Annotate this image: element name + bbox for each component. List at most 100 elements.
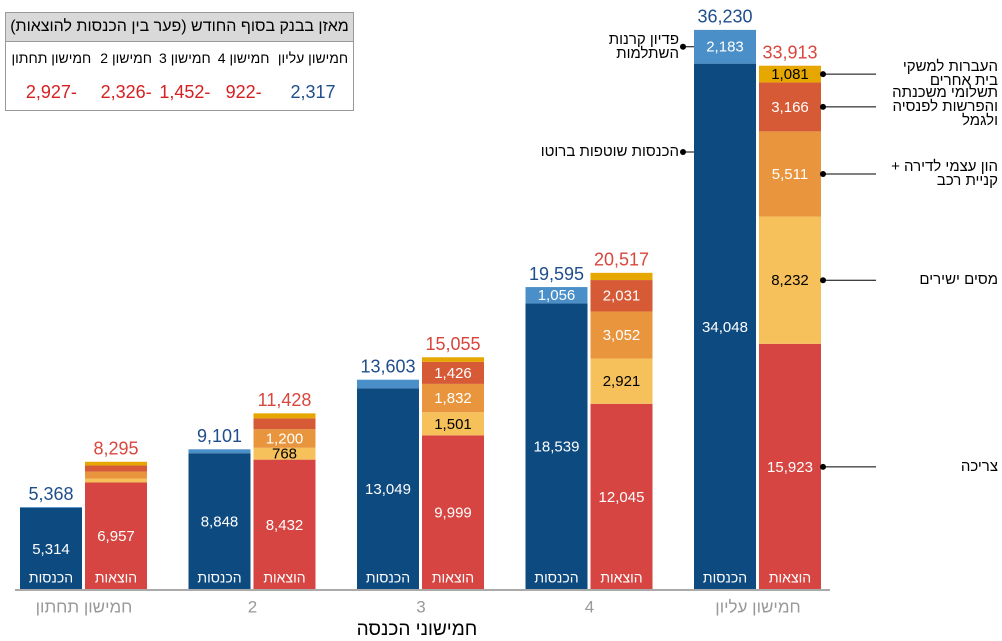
column-header: חמישון 4 <box>217 50 270 66</box>
bar-segment <box>590 358 653 404</box>
segment-label: 8,232 <box>771 272 809 289</box>
total-label: 33,913 <box>762 42 817 62</box>
segment-label: 3,052 <box>603 327 641 344</box>
segment-label: 6,957 <box>97 528 135 545</box>
bar-segment <box>590 403 653 590</box>
column-header: חמישון 2 <box>100 50 152 66</box>
bar-segment <box>253 418 316 430</box>
bar-label: הוצאות <box>432 570 474 586</box>
column-header: חמישון עליון <box>277 50 349 66</box>
bar-segment <box>694 63 756 590</box>
bar-segment <box>590 272 653 281</box>
segment-label: 8,848 <box>201 514 239 531</box>
series-annotation: העברות למשקי בית אחרים <box>902 58 998 90</box>
annotation-dot <box>820 71 826 78</box>
balance-table: מאזן בבנק בסוף החודש (פער בין הכנסות להו… <box>5 12 354 111</box>
bar-segment <box>253 413 316 419</box>
bar-segment <box>422 412 484 436</box>
total-label: 8,295 <box>93 439 138 459</box>
bar-segment <box>85 471 147 479</box>
total-label: 36,230 <box>697 7 752 27</box>
bar-segment <box>20 507 82 508</box>
bar-label: הכנסות <box>534 570 578 586</box>
segment-label: 3,166 <box>771 99 809 116</box>
bar-label: הוצאות <box>95 570 137 586</box>
total-label: 13,603 <box>360 356 415 376</box>
balance-value: -2,326 <box>100 81 152 102</box>
bar-segment <box>759 65 821 83</box>
bar-segment <box>85 461 147 466</box>
bar-segment <box>85 482 147 590</box>
bar-segment <box>253 429 316 448</box>
balance-value: -922 <box>225 81 262 102</box>
column-header: חמישון תחתון <box>11 50 92 66</box>
bar-segment <box>253 447 316 460</box>
total-label: 11,428 <box>258 390 312 410</box>
x-axis-label: חמישוני הכנסה <box>357 619 478 640</box>
bar-label: הכנסות <box>703 570 747 586</box>
series-annotation: הכנסות שוטפות ברוטו <box>540 143 679 160</box>
total-label: 20,517 <box>594 250 649 270</box>
balance-value: 2,317 <box>290 81 336 102</box>
total-label: 9,101 <box>197 426 242 446</box>
annotation-dot <box>820 463 826 470</box>
bar-segment <box>422 383 484 413</box>
bar-segment <box>85 478 147 483</box>
segment-label: 1,501 <box>434 416 472 433</box>
segment-label: 5,511 <box>772 166 808 183</box>
annotation-dot <box>820 170 826 177</box>
bar-segment <box>590 311 653 359</box>
segment-label: 18,539 <box>534 439 580 456</box>
bar-label: הכנסות <box>29 570 73 586</box>
segment-label: 34,048 <box>702 319 748 336</box>
balance-value: -1,452 <box>159 81 211 102</box>
bar-segment <box>759 216 821 344</box>
segment-label: 2,921 <box>603 373 641 390</box>
segment-label: 9,999 <box>434 505 472 522</box>
segment-label: 15,923 <box>767 459 813 476</box>
total-label: 15,055 <box>425 334 480 354</box>
bar-segment <box>357 379 419 389</box>
series-annotation: מסים ישירים <box>919 271 998 289</box>
segment-label: 12,045 <box>599 489 645 506</box>
bar-label: הוצאות <box>263 570 305 586</box>
x-tick-label: 3 <box>416 597 425 616</box>
annotation-dot <box>820 277 826 284</box>
segment-label: 1,200 <box>266 430 304 447</box>
total-label: 19,595 <box>529 264 584 284</box>
annotation-dot <box>820 103 826 110</box>
bar-segment <box>694 29 756 64</box>
segment-label: 1,081 <box>771 66 809 83</box>
segment-label: 768 <box>272 446 297 463</box>
segment-label: 2,183 <box>706 39 744 56</box>
x-tick-label: 4 <box>585 597 594 616</box>
series-annotation: צריכה <box>960 457 998 475</box>
segment-label: 2,031 <box>603 288 641 305</box>
bar-segment <box>590 280 653 312</box>
bar-segment <box>253 459 316 590</box>
x-tick-label: 2 <box>248 597 257 616</box>
bar-segment <box>188 449 251 454</box>
bar-segment <box>525 303 588 590</box>
segment-label: 13,049 <box>365 481 411 498</box>
segment-label: 1,056 <box>538 287 576 304</box>
bar-segment <box>357 388 419 590</box>
segment-label: 1,832 <box>434 390 472 407</box>
segment-label: 1,426 <box>434 365 472 382</box>
bar-segment <box>188 453 251 590</box>
bar-segment <box>20 507 82 590</box>
balance-value: -2,927 <box>25 81 77 102</box>
bar-segment <box>422 435 484 590</box>
bar-label: הוצאות <box>600 570 642 586</box>
column-header: חמישון 3 <box>159 50 211 66</box>
segment-label: 5,314 <box>32 541 70 558</box>
bar-label: הכנסות <box>197 570 241 586</box>
bar-segment <box>525 287 588 304</box>
bar-label: הוצאות <box>769 570 811 586</box>
bar-segment <box>759 343 821 590</box>
annotation-dot <box>680 43 686 50</box>
bar-segment <box>422 361 484 384</box>
x-tick-label: חמישון תחתון <box>36 597 133 616</box>
